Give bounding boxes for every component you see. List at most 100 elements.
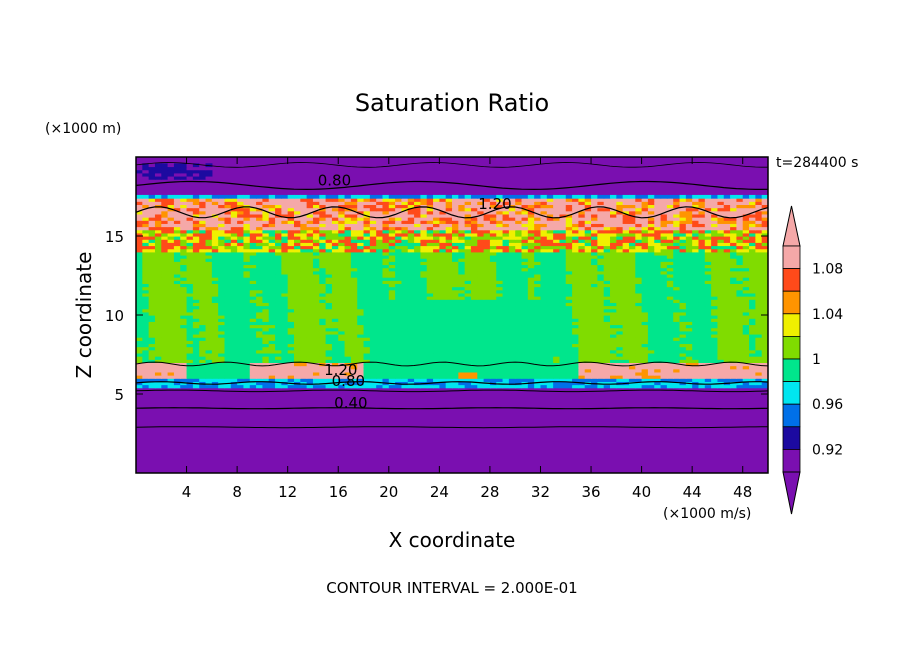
field-cell xyxy=(717,277,725,281)
field-cell xyxy=(433,356,440,360)
field-cell xyxy=(742,248,750,253)
field-cell xyxy=(407,267,415,272)
field-cell xyxy=(749,248,756,253)
field-cell xyxy=(521,352,529,357)
field-cell xyxy=(262,343,270,348)
field-cell xyxy=(287,346,295,351)
field-cell xyxy=(647,333,655,338)
field-cell xyxy=(433,289,440,294)
field-cell xyxy=(565,302,573,307)
field-cell xyxy=(439,321,447,326)
field-cell xyxy=(224,352,232,357)
field-cell xyxy=(458,368,466,373)
field-cell xyxy=(325,356,333,360)
field-cell xyxy=(331,346,339,351)
field-cell xyxy=(654,311,662,316)
field-cell xyxy=(350,315,358,319)
field-cell xyxy=(477,365,485,370)
field-cell xyxy=(521,280,529,284)
field-cell xyxy=(325,270,333,275)
field-cell xyxy=(534,283,542,288)
field-cell xyxy=(521,286,529,291)
field-cell xyxy=(641,333,649,338)
field-cell xyxy=(414,378,421,382)
field-cell xyxy=(628,242,636,247)
field-cell xyxy=(603,368,611,373)
field-cell xyxy=(761,258,768,262)
field-cell xyxy=(275,264,282,269)
field-cell xyxy=(306,349,314,354)
field-cell xyxy=(698,311,706,316)
field-cell xyxy=(211,315,219,319)
field-cell xyxy=(237,311,245,316)
field-cell xyxy=(357,321,365,326)
field-cell xyxy=(698,286,706,291)
field-cell xyxy=(502,337,510,341)
field-cell xyxy=(565,337,573,341)
field-cell xyxy=(338,337,346,341)
field-cell xyxy=(287,384,295,389)
field-cell xyxy=(635,330,643,335)
field-cell xyxy=(363,362,371,367)
field-cell xyxy=(603,305,611,310)
field-cell xyxy=(742,232,750,237)
field-cell xyxy=(395,359,403,363)
field-cell xyxy=(414,333,421,338)
field-cell xyxy=(300,302,308,307)
field-cell xyxy=(401,337,409,341)
field-cell xyxy=(426,296,434,300)
field-cell xyxy=(452,302,459,307)
field-cell xyxy=(136,305,143,310)
field-cell xyxy=(312,254,320,259)
field-cell xyxy=(584,273,592,278)
field-cell xyxy=(572,352,579,357)
field-cell xyxy=(407,346,415,351)
field-cell xyxy=(192,277,200,281)
field-cell xyxy=(559,362,567,367)
field-cell xyxy=(679,375,687,379)
field-cell xyxy=(723,236,731,240)
field-cell xyxy=(154,248,162,253)
field-cell xyxy=(635,289,643,294)
field-cell xyxy=(496,296,504,300)
field-cell xyxy=(679,286,687,291)
field-cell xyxy=(319,299,327,303)
field-cell xyxy=(237,273,245,278)
field-cell xyxy=(673,378,681,382)
field-cell xyxy=(249,371,257,376)
field-cell xyxy=(319,375,327,379)
field-cell xyxy=(268,248,276,253)
field-cell xyxy=(312,333,320,338)
field-cell xyxy=(388,299,396,303)
field-cell xyxy=(325,280,333,284)
field-cell xyxy=(319,308,327,313)
field-cell xyxy=(161,267,169,272)
field-cell xyxy=(666,245,674,250)
field-cell xyxy=(173,239,181,243)
field-cell xyxy=(755,324,763,329)
field-cell xyxy=(692,261,700,266)
field-cell xyxy=(458,289,466,294)
field-cell xyxy=(275,352,282,357)
field-cell xyxy=(464,368,472,373)
field-cell xyxy=(540,333,548,338)
field-cell xyxy=(420,258,428,262)
field-cell xyxy=(666,273,674,278)
field-cell xyxy=(723,352,731,357)
field-cell xyxy=(761,371,768,376)
field-cell xyxy=(483,365,491,370)
field-cell xyxy=(553,321,561,326)
field-cell xyxy=(622,359,630,363)
field-cell xyxy=(685,311,693,316)
field-cell xyxy=(755,296,763,300)
field-cell xyxy=(679,245,687,250)
field-cell xyxy=(666,296,674,300)
field-cell xyxy=(483,273,491,278)
field-cell xyxy=(647,349,655,354)
field-cell xyxy=(154,340,162,345)
field-cell xyxy=(489,375,497,379)
field-cell xyxy=(647,327,655,332)
field-cell xyxy=(154,378,162,382)
field-cell xyxy=(464,330,472,335)
field-cell xyxy=(622,356,630,360)
